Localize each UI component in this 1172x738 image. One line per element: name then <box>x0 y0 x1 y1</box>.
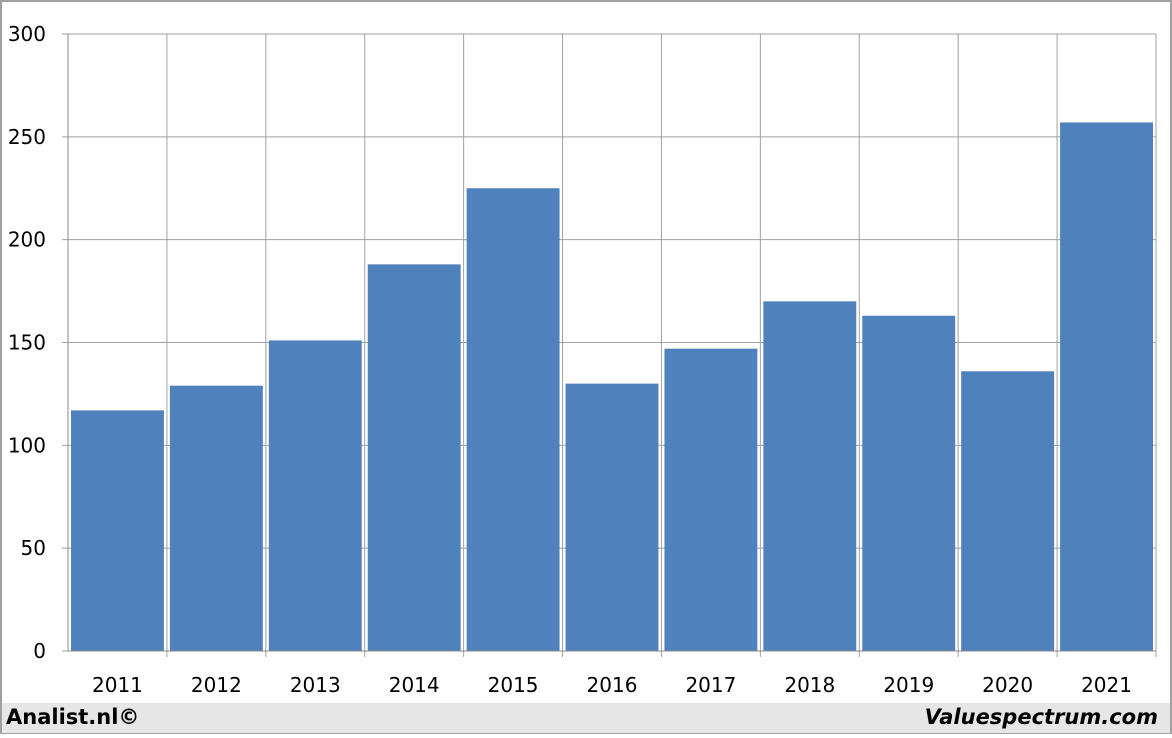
bar <box>862 315 956 651</box>
bar <box>367 264 461 651</box>
bar <box>169 385 263 651</box>
bar <box>71 410 164 651</box>
x-tick-label: 2017 <box>685 673 736 697</box>
x-tick-label: 2015 <box>488 673 539 697</box>
source-left: Analist.nl© <box>6 705 139 729</box>
y-tick-label: 150 <box>8 331 46 355</box>
y-tick-label: 50 <box>21 536 46 560</box>
bar <box>763 301 857 651</box>
bar <box>466 188 560 651</box>
x-tick-label: 2016 <box>587 673 638 697</box>
x-tick-label: 2014 <box>389 673 440 697</box>
x-tick-label: 2018 <box>784 673 835 697</box>
y-tick-label: 200 <box>8 228 46 252</box>
y-tick-label: 100 <box>8 433 46 457</box>
x-tick-label: 2012 <box>191 673 242 697</box>
x-tick-label: 2021 <box>1081 673 1132 697</box>
source-right: Valuespectrum.com <box>925 705 1158 729</box>
y-tick-label: 250 <box>8 125 46 149</box>
bar <box>268 340 362 651</box>
footer-band <box>2 703 1170 733</box>
bar <box>961 371 1055 651</box>
y-tick-label: 300 <box>8 22 46 46</box>
x-tick-label: 2011 <box>92 673 143 697</box>
bar <box>565 383 659 651</box>
x-tick-label: 2019 <box>883 673 934 697</box>
y-tick-label: 0 <box>33 639 46 663</box>
bar <box>664 348 758 651</box>
bar <box>1060 122 1153 652</box>
x-tick-label: 2013 <box>290 673 341 697</box>
x-tick-label: 2020 <box>982 673 1033 697</box>
